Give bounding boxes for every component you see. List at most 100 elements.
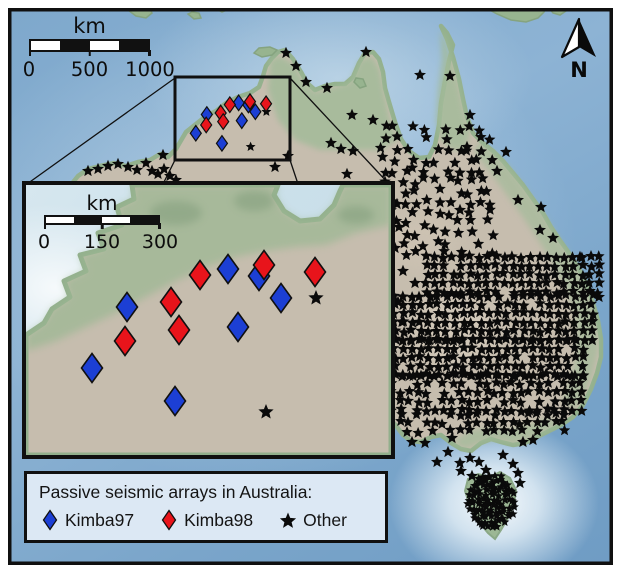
other-station-star: [407, 153, 420, 165]
other-station-star: [437, 251, 449, 264]
other-station-star: [432, 143, 445, 155]
kimba97-marker: [115, 291, 139, 323]
other-station-star: [496, 387, 508, 399]
kimba97-marker: [226, 311, 250, 343]
other-station-star: [522, 407, 534, 418]
other-station-star: [474, 332, 487, 344]
other-station-star: [484, 333, 497, 345]
inset-terrain-speck: [338, 206, 374, 224]
other-station-star: [439, 308, 452, 320]
other-station-star: [140, 156, 152, 169]
other-station-star: [523, 267, 536, 279]
other-station-star: [412, 426, 424, 438]
other-station-star: [397, 352, 409, 364]
other-station-star: [514, 367, 526, 379]
other-station-star: [567, 260, 580, 272]
other-station-star: [543, 307, 556, 319]
other-station-star: [405, 334, 418, 346]
other-station-star: [450, 333, 463, 345]
other-station-star: [470, 153, 483, 165]
other-station-star: [437, 276, 449, 288]
other-station-star: [559, 395, 571, 407]
other-station-star: [457, 306, 470, 319]
other-station-star: [576, 360, 589, 372]
other-station-star: [410, 408, 423, 420]
other-station-star: [483, 521, 493, 531]
other-station-star: [456, 403, 468, 415]
other-station-star: [534, 326, 546, 338]
other-station-star: [535, 307, 548, 319]
other-station-star: [513, 378, 526, 390]
inset-terrain-speck: [234, 191, 274, 211]
other-station-star: [398, 307, 410, 319]
other-station-star: [507, 394, 519, 406]
other-station-star: [558, 251, 571, 263]
other-station-star: [577, 350, 590, 362]
other-station-star: [505, 376, 517, 388]
other-station-star: [504, 511, 514, 520]
other-station-star: [534, 289, 547, 301]
other-station-star: [462, 417, 474, 429]
other-station-star: [480, 425, 492, 437]
other-station-star: [487, 417, 500, 429]
other-station-star: [544, 290, 557, 302]
other-station-star: [325, 136, 337, 149]
other-station-star: [481, 213, 494, 225]
other-station-star: [439, 325, 452, 337]
other-station-star: [508, 290, 520, 302]
other-station-star: [540, 285, 552, 297]
other-station-star: [534, 250, 546, 262]
other-station-star: [492, 333, 505, 345]
other-station-star: [542, 324, 555, 336]
other-station-star: [559, 268, 572, 280]
other-station-star: [444, 423, 456, 435]
other-station-star: [439, 225, 451, 237]
other-station-star: [509, 502, 519, 511]
other-station-star: [450, 325, 462, 337]
other-station-star: [553, 317, 565, 329]
other-station-star: [441, 352, 454, 364]
other-station-star: [475, 131, 487, 142]
other-station-star: [516, 359, 529, 371]
other-station-star: [428, 370, 440, 382]
other-station-star: [422, 325, 435, 337]
north-label: N: [570, 58, 588, 80]
other-station-star: [568, 341, 581, 353]
inset-coastal-green: [26, 185, 391, 351]
other-station-star: [467, 352, 479, 364]
other-station-star: [422, 352, 435, 364]
other-station-star: [493, 515, 503, 525]
other-station-star: [542, 376, 555, 388]
inset-markers: [80, 249, 327, 419]
other-station-star: [533, 384, 546, 396]
other-station-star: [376, 150, 389, 162]
other-station-star: [464, 267, 477, 279]
main-scale-tick-0: 0: [22, 58, 36, 81]
other-station-star: [454, 124, 467, 136]
other-station-star: [419, 276, 432, 289]
other-station-star: [568, 332, 580, 344]
other-station-star: [396, 315, 408, 328]
other-station-star: [491, 164, 503, 177]
other-station-star: [577, 299, 589, 311]
other-station-star: [483, 133, 496, 145]
other-station-star: [452, 174, 464, 186]
other-station-star: [480, 185, 493, 197]
other-station-star: [562, 359, 574, 372]
other-station-star: [509, 298, 522, 311]
other-station-star: [436, 376, 448, 388]
other-station-star: [360, 45, 372, 58]
other-station-star: [432, 342, 444, 354]
other-station-star: [473, 351, 486, 363]
other-station-star: [577, 324, 590, 336]
other-station-star: [421, 258, 434, 270]
other-station-star: [463, 396, 476, 408]
other-station-star: [518, 324, 531, 336]
other-station-star: [550, 385, 563, 397]
other-station-star: [478, 480, 488, 489]
main-scale-unit: km: [73, 14, 106, 38]
other-station-star: [405, 323, 417, 335]
other-station-star: [497, 448, 509, 461]
other-station-star: [499, 251, 511, 263]
other-station-star: [543, 343, 556, 355]
